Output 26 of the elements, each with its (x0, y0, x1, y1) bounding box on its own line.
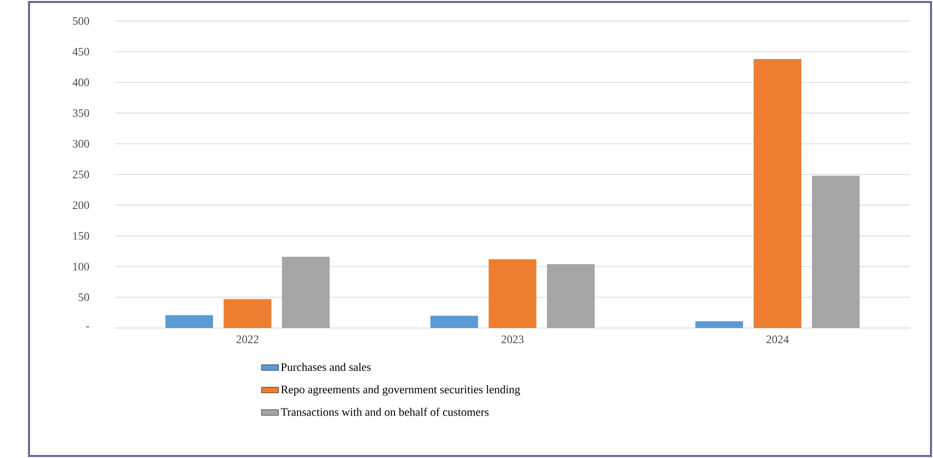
bar (165, 315, 214, 328)
y-tick-label: 350 (72, 109, 90, 117)
y-tick-label: 250 (72, 170, 90, 178)
y-tick-label: 150 (73, 232, 90, 240)
legend-label: Repo agreements and government securities lending (281, 385, 520, 396)
y-tick-label: - (86, 326, 90, 328)
y-tick-label: 300 (72, 140, 90, 148)
legend-label: Transactions with and on behalf of customers (280, 408, 489, 416)
bar (695, 321, 744, 328)
bar (430, 316, 478, 328)
x-tick-label: 2023 (502, 336, 524, 344)
bar (488, 259, 536, 328)
bar (224, 299, 272, 328)
bar (754, 59, 802, 328)
x-tick-label: 2024 (766, 336, 789, 344)
bar (282, 256, 330, 328)
y-tick-label: 450 (72, 48, 90, 56)
y-tick-label: 50 (78, 293, 90, 302)
bar (546, 264, 595, 328)
bar (812, 176, 860, 328)
y-tick-label: 200 (72, 201, 90, 210)
y-tick-label: 400 (72, 78, 90, 86)
x-tick-label: 2022 (236, 336, 258, 344)
legend-label: Purchases and sales (281, 362, 371, 371)
y-tick-label: 500 (72, 17, 90, 25)
y-tick-label: 100 (73, 262, 90, 270)
